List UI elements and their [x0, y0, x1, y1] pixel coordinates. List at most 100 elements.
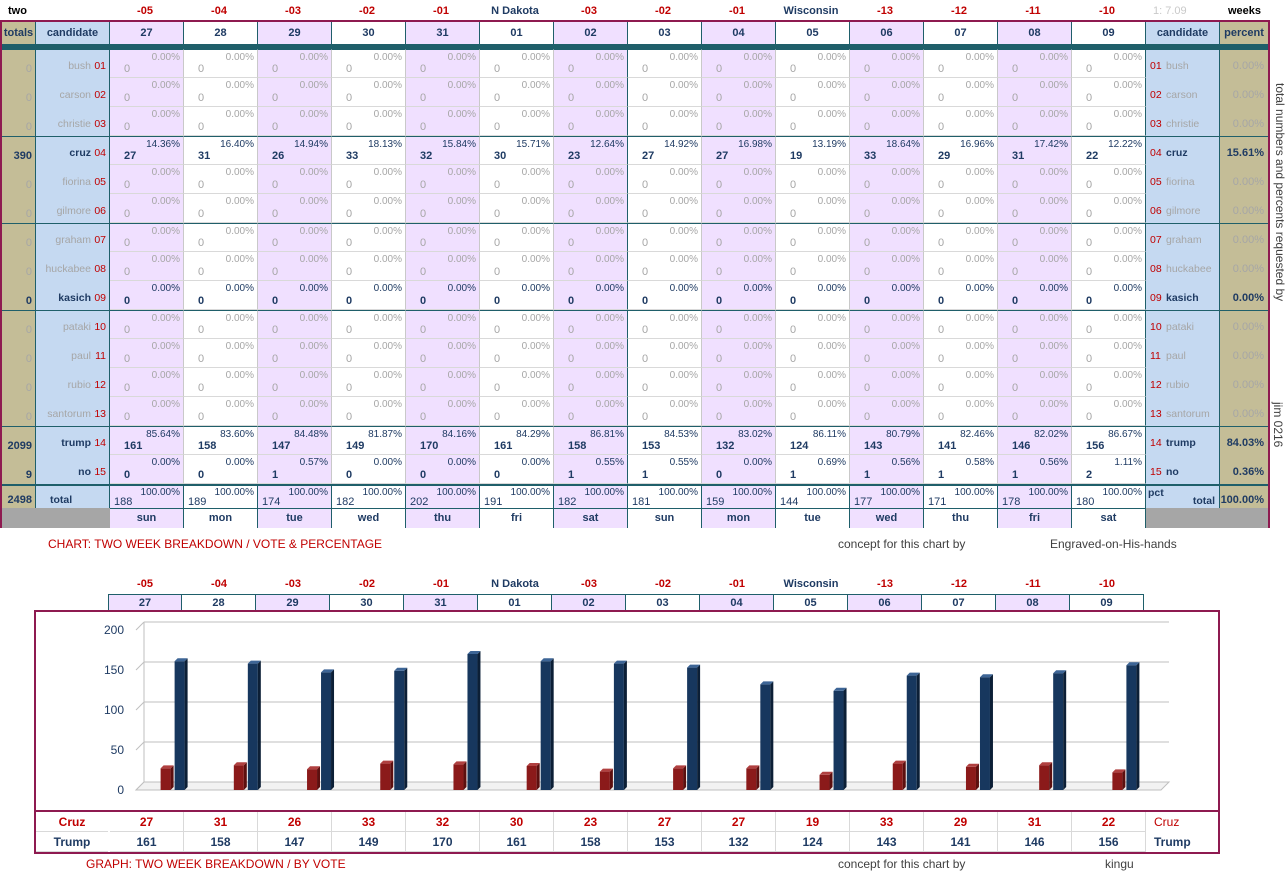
- day-cell: 0 0.00%: [776, 78, 850, 107]
- bar-trump: [833, 690, 844, 790]
- row-percent: 0.00%: [1220, 49, 1268, 78]
- day-pct: 0.00%: [447, 80, 476, 91]
- graph-date-cell: 02: [552, 594, 626, 611]
- day-cell: 0 0.00%: [702, 78, 776, 107]
- day-count: 29: [938, 150, 951, 162]
- series-value: 33: [850, 812, 924, 832]
- bar-trump: [247, 663, 258, 790]
- top-day-label: -03: [285, 5, 301, 17]
- day-pct: 0.00%: [891, 80, 920, 91]
- day-pct: 0.00%: [743, 399, 772, 410]
- candidate-number: 08: [1150, 263, 1162, 275]
- bar-cruz: [965, 766, 976, 790]
- day-cell: 1 0.58%: [924, 455, 998, 484]
- day-count: 0: [790, 411, 797, 423]
- day-count: 0: [494, 382, 501, 394]
- day-pct: 0.00%: [299, 341, 328, 352]
- day-count: 0: [124, 266, 131, 278]
- weekday-label: fri: [511, 512, 522, 524]
- weekday-cell: sun: [110, 508, 184, 528]
- candidate-header-right: candidate: [1146, 22, 1220, 44]
- bar-chart-frame: 0 50 100 150 200: [34, 610, 1220, 812]
- day-cell: 0 0.00%: [924, 281, 998, 310]
- row-percent-value: 0.00%: [1232, 60, 1264, 72]
- day-count: 1: [864, 469, 871, 481]
- weekday-label: sat: [582, 512, 599, 524]
- row-percent-value: 0.00%: [1232, 205, 1264, 217]
- candidate-name: huckabee: [1166, 263, 1212, 275]
- date-header: 30: [332, 22, 406, 44]
- graph-day-label: -10: [1099, 578, 1115, 590]
- day-pct: 0.00%: [373, 254, 402, 265]
- chart-caption: CHART: TWO WEEK BREAKDOWN / VOTE & PERCE…: [48, 537, 383, 551]
- date-header-label: 05: [806, 27, 819, 39]
- day-cell: 0 0.00%: [406, 223, 480, 252]
- date-header-label: 02: [584, 27, 597, 39]
- weekday-label: thu: [433, 512, 452, 524]
- day-cell: 0 0.00%: [554, 397, 628, 426]
- totals-header: totals: [2, 22, 36, 44]
- day-count: 0: [346, 266, 353, 278]
- day-count: 0: [790, 179, 797, 191]
- day-count: 0: [124, 382, 131, 394]
- day-cell: 0 0.00%: [110, 368, 184, 397]
- graph-day-label: -02: [655, 578, 671, 590]
- day-count: 0: [938, 63, 945, 75]
- day-pct: 14.94%: [294, 139, 328, 150]
- day-cell: 0 0.00%: [554, 281, 628, 310]
- day-cell: 0 0.00%: [998, 339, 1072, 368]
- day-count: 0: [198, 469, 205, 481]
- day-pct: 0.00%: [447, 167, 476, 178]
- day-count: 0: [272, 266, 279, 278]
- day-cell: 0 0.00%: [776, 49, 850, 78]
- candidate-name: pataki: [1166, 321, 1195, 333]
- day-count: 0: [346, 208, 353, 220]
- day-pct: 0.00%: [743, 341, 772, 352]
- day-pct: 0.00%: [373, 109, 402, 120]
- day-pct: 0.00%: [151, 399, 180, 410]
- row-total: 0: [2, 397, 36, 426]
- day-count: 0: [1012, 121, 1019, 133]
- day-cell: 0 0.00%: [776, 339, 850, 368]
- day-pct: 0.00%: [817, 52, 846, 63]
- day-count: 170: [420, 440, 439, 452]
- day-pct: 0.00%: [447, 254, 476, 265]
- day-cell: 0 0.00%: [850, 223, 924, 252]
- day-count: 0: [494, 92, 501, 104]
- day-count: 0: [568, 63, 575, 75]
- day-pct: 0.00%: [817, 254, 846, 265]
- day-pct: 0.00%: [1113, 341, 1142, 352]
- day-cell: 0 0.00%: [628, 252, 702, 281]
- date-header-label: 03: [658, 27, 671, 39]
- day-pct: 0.00%: [1039, 399, 1068, 410]
- row-percent-value: 0.00%: [1232, 89, 1264, 101]
- bar-top-cruz: [673, 765, 687, 769]
- day-cell: 0 0.00%: [406, 368, 480, 397]
- day-count: 0: [1012, 92, 1019, 104]
- day-count: 0: [568, 179, 575, 191]
- day-pct: 0.00%: [373, 457, 402, 468]
- total-day-pct: 100.00%: [732, 487, 772, 498]
- candidate-name: carson: [1166, 89, 1198, 101]
- day-cell: 0 0.00%: [332, 223, 406, 252]
- day-count: 153: [642, 440, 661, 452]
- total-day-pct: 100.00%: [954, 487, 994, 498]
- top-day-label: -01: [729, 5, 745, 17]
- day-count: 0: [864, 295, 871, 307]
- day-pct: 0.00%: [669, 80, 698, 91]
- candidate-number: 01: [94, 60, 106, 72]
- day-pct: 0.00%: [521, 313, 550, 324]
- day-cell: 0 0.00%: [850, 49, 924, 78]
- day-count: 0: [568, 208, 575, 220]
- day-cell: 0 0.00%: [406, 252, 480, 281]
- day-count: 0: [642, 179, 649, 191]
- day-count: 0: [346, 411, 353, 423]
- day-count: 161: [494, 440, 513, 452]
- day-pct: 0.00%: [891, 313, 920, 324]
- day-count: 0: [272, 382, 279, 394]
- day-pct: 0.00%: [595, 226, 624, 237]
- total-day-count: 177: [854, 496, 873, 508]
- day-count: 0: [1012, 237, 1019, 249]
- day-cell: 0 0.00%: [406, 455, 480, 484]
- day-cell: 0 0.00%: [924, 78, 998, 107]
